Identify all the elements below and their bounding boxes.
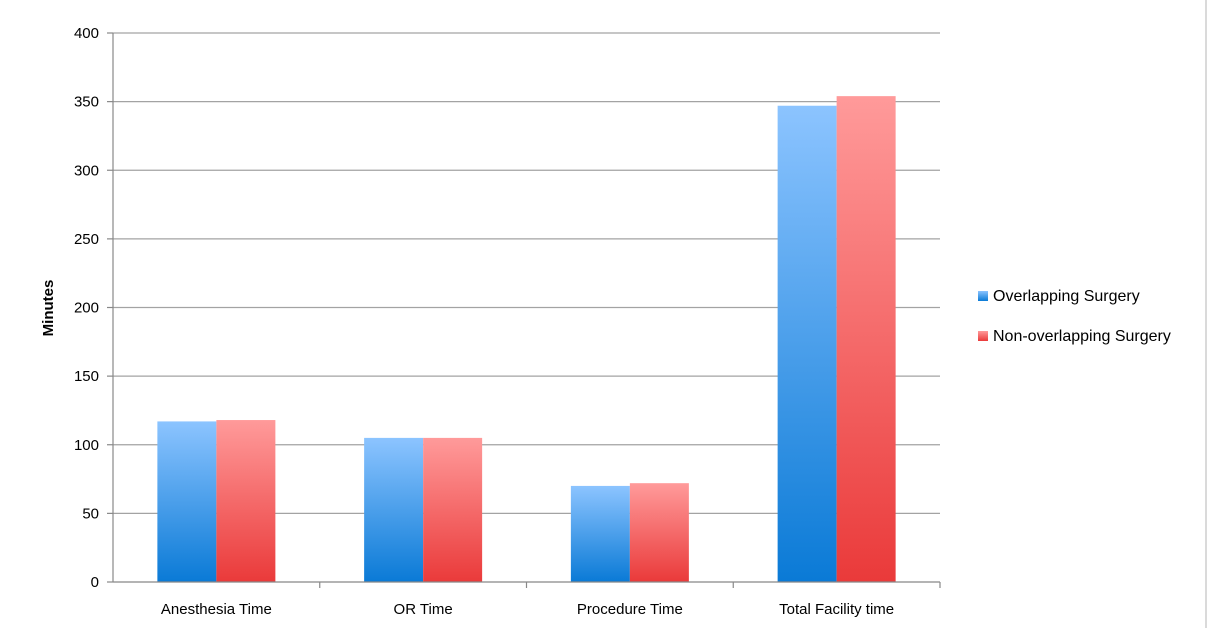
y-tick-label: 400	[74, 25, 99, 42]
legend-label: Non-overlapping Surgery	[993, 328, 1171, 345]
bar-non-overlapping-surgery	[836, 96, 896, 582]
y-tick-label: 250	[74, 231, 99, 248]
axes: 0 50 100 150 200 250 300 350 400 Anesthesia Time O…	[74, 0, 1207, 628]
bar-non-overlapping-surgery	[423, 437, 483, 582]
y-tick-label: 150	[74, 368, 99, 385]
bar-non-overlapping-surgery	[216, 420, 276, 582]
legend-label: Overlapping Surgery	[993, 288, 1140, 305]
legend: Overlapping Surgery Non-overlapping Surge…	[978, 288, 1171, 345]
y-axis-title: Minutes	[40, 280, 57, 337]
legend-swatch	[978, 331, 988, 341]
x-tick-label: OR Time	[394, 601, 453, 618]
x-tick-label: Total Facility time	[779, 601, 894, 618]
bar-overlapping-surgery	[570, 485, 630, 582]
y-tick-label: 100	[74, 437, 99, 454]
x-tick-label: Procedure Time	[577, 601, 683, 618]
bar-overlapping-surgery	[777, 105, 837, 583]
y-tick-label: 200	[74, 300, 99, 317]
x-tick-label: Anesthesia Time	[161, 601, 272, 618]
legend-swatch	[978, 291, 988, 301]
y-tick-label: 350	[74, 94, 99, 111]
y-tick-label: 300	[74, 162, 99, 179]
bar-overlapping-surgery	[364, 437, 424, 582]
y-tick-label: 0	[91, 574, 99, 591]
bar-non-overlapping-surgery	[629, 483, 689, 582]
bars	[157, 96, 896, 583]
y-tick-label: 50	[82, 505, 99, 522]
bar-overlapping-surgery	[157, 421, 217, 582]
